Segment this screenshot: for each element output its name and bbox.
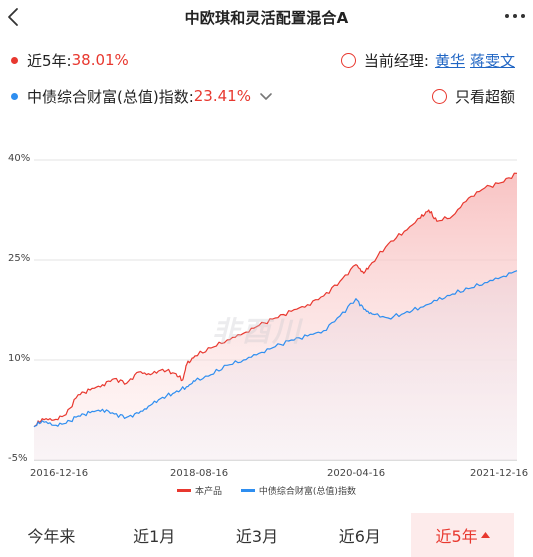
period-tabs: 今年来 近1月 近3月 近6月 近5年 xyxy=(0,513,533,557)
manager-checkbox[interactable] xyxy=(340,52,356,68)
chevron-down-icon[interactable] xyxy=(259,92,273,102)
legend-label-fund: 本产品 xyxy=(195,487,223,497)
tab-1m[interactable]: 近1月 xyxy=(103,513,206,557)
fund-return-label: 近5年: xyxy=(27,51,72,70)
page-title: 中欧琪和灵活配置混合A xyxy=(184,9,349,27)
fund-area xyxy=(34,173,517,460)
y-tick-label: 40% xyxy=(8,153,31,164)
fund-return-value: 38.01% xyxy=(71,51,129,69)
performance-chart: 非酉川 40% 25% 10% -5% 2016-12-16 2018-08-1… xyxy=(0,140,533,510)
tab-label: 近6月 xyxy=(338,527,381,546)
tab-ytd[interactable]: 今年来 xyxy=(0,513,103,557)
tab-label: 近3月 xyxy=(235,527,279,546)
watermark-logo: 非酉川 xyxy=(212,315,303,348)
index-return-label: 中债综合财富(总值)指数: xyxy=(27,87,194,106)
fund-stat-row: 近5年: 38.01% 当前经理: 黄华 蒋雯文 xyxy=(0,48,533,72)
index-line xyxy=(33,270,518,428)
tab-6m[interactable]: 近6月 xyxy=(308,513,411,557)
chart-legend: 本产品 中债综合财富(总值)指数 xyxy=(0,484,533,497)
manager-link-2[interactable]: 蒋雯文 xyxy=(469,51,515,70)
legend-swatch-red xyxy=(177,489,192,492)
tab-label: 今年来 xyxy=(27,527,76,546)
index-stat-row: 中债综合财富(总值)指数: 23.41% 只看超额 xyxy=(0,84,533,108)
index-series-dot xyxy=(11,92,18,100)
chevron-left-icon[interactable] xyxy=(2,5,26,29)
tab-label: 近5年 xyxy=(435,527,478,546)
tab-5y[interactable]: 近5年 xyxy=(411,513,514,557)
caret-up-icon xyxy=(480,531,490,538)
manager-toggle: 当前经理: 黄华 蒋雯文 xyxy=(340,48,515,72)
fund-line xyxy=(33,172,518,428)
x-tick-label: 2016-12-16 xyxy=(30,468,89,479)
index-return-stat[interactable]: 中债综合财富(总值)指数: 23.41% xyxy=(11,84,273,108)
fund-series-dot xyxy=(11,56,18,64)
legend-label-index: 中债综合财富(总值)指数 xyxy=(258,487,356,497)
top-bar: 中欧琪和灵活配置混合A xyxy=(0,0,533,40)
excess-label[interactable]: 只看超额 xyxy=(454,87,515,106)
fund-return-stat: 近5年: 38.01% xyxy=(11,48,129,72)
manager-link-1[interactable]: 黄华 xyxy=(434,51,465,70)
y-tick-label: -5% xyxy=(8,453,28,464)
legend-swatch-blue xyxy=(240,489,255,492)
chart-canvas xyxy=(33,159,518,461)
excess-toggle: 只看超额 xyxy=(431,84,515,108)
manager-label: 当前经理: xyxy=(363,51,429,70)
y-tick-label: 25% xyxy=(8,253,31,264)
x-tick-label: 2021-12-16 xyxy=(470,468,529,479)
index-return-value: 23.41% xyxy=(193,87,251,105)
legend-item-fund[interactable]: 本产品 xyxy=(177,484,222,497)
tab-label: 近1月 xyxy=(133,527,176,546)
more-dots-icon[interactable] xyxy=(504,13,526,19)
tab-3m[interactable]: 近3月 xyxy=(206,513,309,557)
y-tick-label: 10% xyxy=(8,353,31,364)
x-tick-label: 2018-08-16 xyxy=(170,468,229,479)
legend-item-index[interactable]: 中债综合财富(总值)指数 xyxy=(240,484,356,497)
x-tick-label: 2020-04-16 xyxy=(327,468,386,479)
excess-checkbox[interactable] xyxy=(431,88,447,104)
